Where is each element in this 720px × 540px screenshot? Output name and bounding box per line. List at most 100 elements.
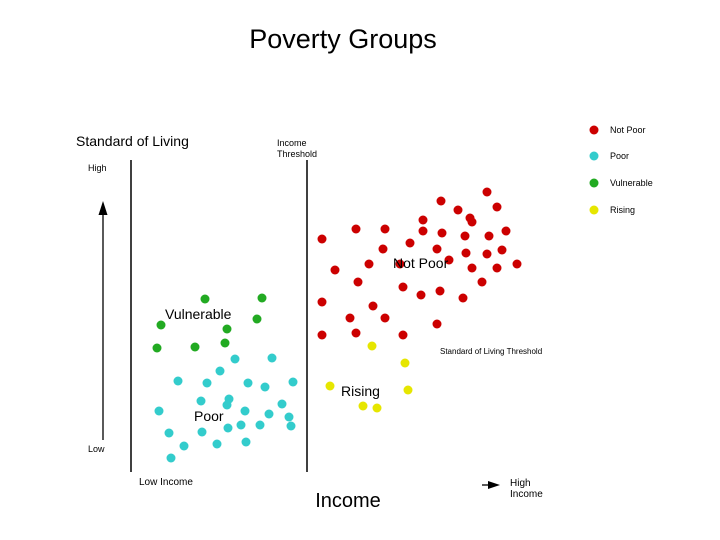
poor-dot [267, 353, 277, 363]
not-poor-dot [482, 187, 492, 197]
poor-dot [288, 377, 298, 387]
not-poor-dot [492, 263, 502, 273]
not-poor-dot [368, 301, 378, 311]
not-poor-dot [432, 319, 442, 329]
rising-dot [325, 381, 335, 391]
poor-dot [277, 399, 287, 409]
poor-dot [284, 412, 294, 422]
poor-dot [179, 441, 189, 451]
poor-dot [164, 428, 174, 438]
poor-dot [166, 453, 176, 463]
x-axis-low-label: Low Income [139, 477, 193, 488]
not-poor-dot [418, 226, 428, 236]
not-poor-dot [416, 290, 426, 300]
rising-group-label: Rising [341, 383, 380, 399]
legend-swatch [589, 125, 599, 135]
rising-dot [367, 341, 377, 351]
x-axis-high-label-2: Income [510, 489, 543, 500]
not-poor-dot [351, 224, 361, 234]
not-poor-group-label: Not Poor [393, 255, 449, 271]
not-poor-dot [461, 248, 471, 258]
legend-label: Rising [610, 205, 635, 215]
poor-dot [236, 420, 246, 430]
rising-dot [400, 358, 410, 368]
not-poor-dot [398, 330, 408, 340]
legend-label: Poor [610, 151, 629, 161]
poor-group-label: Poor [194, 408, 224, 424]
not-poor-dot [378, 244, 388, 254]
y-axis-low-label: Low [88, 444, 105, 454]
not-poor-dot [437, 228, 447, 238]
y-axis-high-label: High [88, 163, 107, 173]
not-poor-dot [444, 255, 454, 265]
not-poor-dot [432, 244, 442, 254]
vulnerable-dot [220, 338, 230, 348]
vulnerable-group-label: Vulnerable [165, 306, 232, 322]
poor-dot [286, 421, 296, 431]
vulnerable-dot [222, 324, 232, 334]
vulnerable-dots [152, 293, 267, 353]
poor-dot [154, 406, 164, 416]
not-poor-dot [482, 249, 492, 259]
vulnerable-dot [200, 294, 210, 304]
not-poor-dot [467, 263, 477, 273]
poor-dot [241, 437, 251, 447]
x-axis-high-label-1: High [510, 478, 531, 489]
poor-dot [255, 420, 265, 430]
not-poor-dot [484, 231, 494, 241]
not-poor-dot [458, 293, 468, 303]
rising-dot [358, 401, 368, 411]
vulnerable-dot [252, 314, 262, 324]
not-poor-dot [351, 328, 361, 338]
not-poor-dot [317, 234, 327, 244]
income-threshold-label-2: Threshold [277, 149, 317, 159]
not-poor-dots [317, 187, 522, 340]
rising-dot [403, 385, 413, 395]
poor-dot [196, 396, 206, 406]
not-poor-dot [453, 205, 463, 215]
poor-dots [154, 353, 298, 463]
not-poor-dot [317, 297, 327, 307]
poor-dot [223, 423, 233, 433]
not-poor-dot [353, 277, 363, 287]
legend-swatch [589, 151, 599, 161]
poor-dot [197, 427, 207, 437]
poor-dot [230, 354, 240, 364]
not-poor-dot [330, 265, 340, 275]
not-poor-dot [467, 217, 477, 227]
poor-dot [260, 382, 270, 392]
not-poor-dot [364, 259, 374, 269]
not-poor-dot [477, 277, 487, 287]
not-poor-dot [501, 226, 511, 236]
not-poor-dot [398, 282, 408, 292]
income-threshold-label-1: Income [277, 138, 307, 148]
legend-label: Not Poor [610, 125, 646, 135]
legend: Not Poor Poor Vulnerable Rising [589, 125, 653, 215]
not-poor-dot [317, 330, 327, 340]
vulnerable-dot [156, 320, 166, 330]
rising-dots [325, 341, 413, 413]
vulnerable-dot [257, 293, 267, 303]
legend-label: Vulnerable [610, 178, 653, 188]
not-poor-dot [492, 202, 502, 212]
rising-dot [372, 403, 382, 413]
not-poor-dot [418, 215, 428, 225]
poor-dot [202, 378, 212, 388]
y-axis-title: Standard of Living [76, 133, 189, 149]
x-axis-title: Income [315, 490, 381, 512]
diagram-title: Poverty Groups [249, 24, 437, 54]
not-poor-dot [512, 259, 522, 269]
x-axis-arrow-head [488, 481, 500, 489]
not-poor-dot [460, 231, 470, 241]
poor-dot [222, 400, 232, 410]
not-poor-dot [435, 286, 445, 296]
poor-dot [243, 378, 253, 388]
legend-swatch [589, 205, 599, 215]
not-poor-dot [497, 245, 507, 255]
poor-dot [240, 406, 250, 416]
not-poor-dot [405, 238, 415, 248]
vulnerable-dot [190, 342, 200, 352]
poor-dot [215, 366, 225, 376]
not-poor-dot [380, 224, 390, 234]
